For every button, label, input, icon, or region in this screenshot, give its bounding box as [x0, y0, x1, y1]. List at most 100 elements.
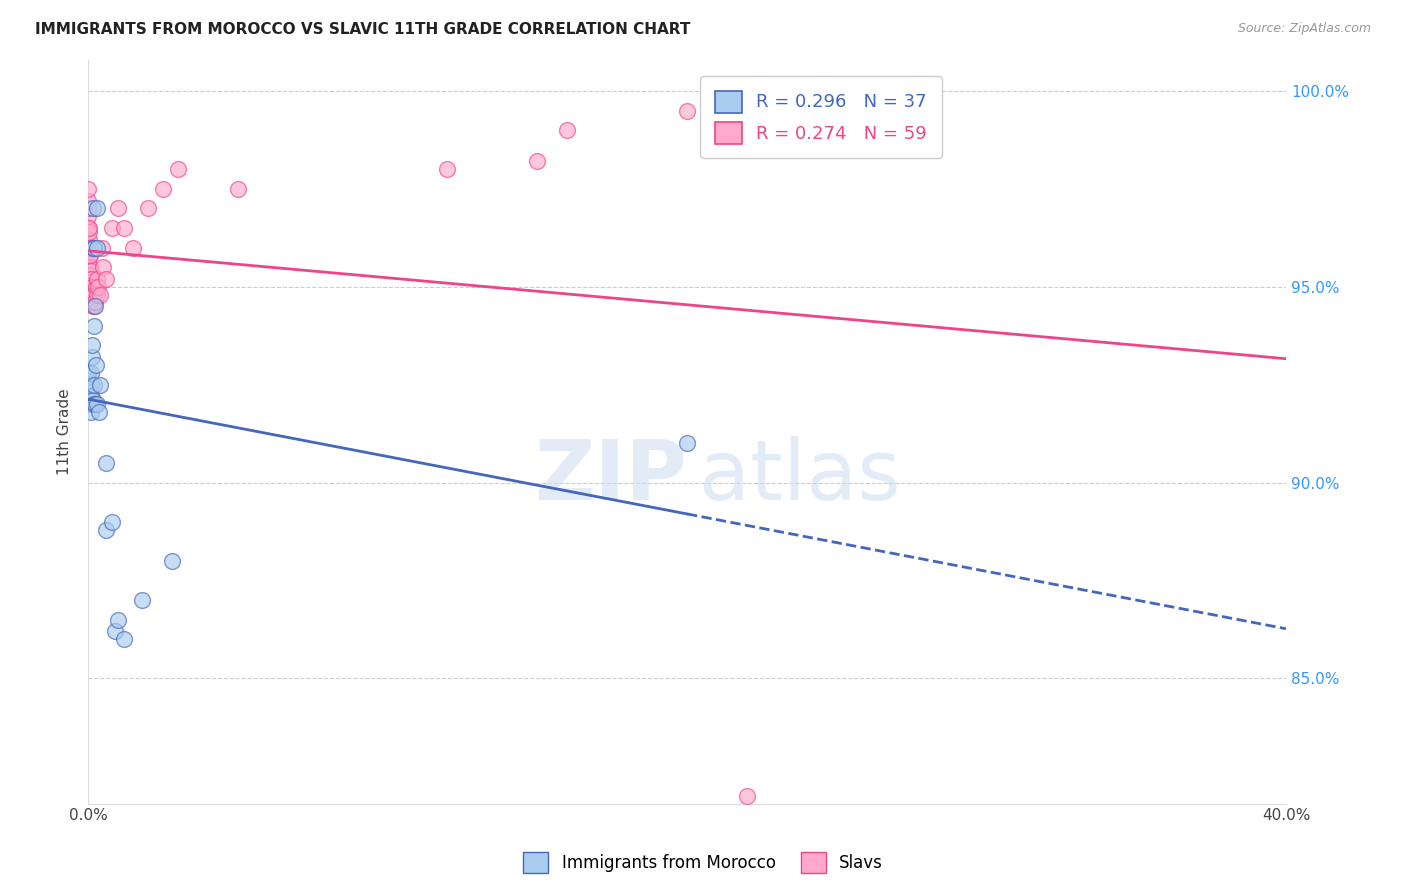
- Point: [86, 287, 108, 301]
- Point: [87, 405, 110, 419]
- Point: [77, 221, 100, 235]
- Point: [80, 279, 103, 293]
- Point: [83, 397, 105, 411]
- Point: [83, 377, 105, 392]
- Point: [82, 393, 104, 408]
- Point: [77, 389, 100, 403]
- Point: [86, 241, 108, 255]
- Point: [555, 123, 578, 137]
- Point: [79, 385, 101, 400]
- Legend: Immigrants from Morocco, Slavs: Immigrants from Morocco, Slavs: [516, 846, 890, 880]
- Point: [79, 287, 101, 301]
- Point: [82, 202, 104, 216]
- Text: IMMIGRANTS FROM MOROCCO VS SLAVIC 11TH GRADE CORRELATION CHART: IMMIGRANTS FROM MOROCCO VS SLAVIC 11TH G…: [35, 22, 690, 37]
- Point: [82, 299, 104, 313]
- Point: [676, 103, 699, 118]
- Point: [79, 397, 101, 411]
- Point: [436, 162, 458, 177]
- Point: [83, 287, 105, 301]
- Point: [86, 397, 108, 411]
- Point: [112, 221, 135, 235]
- Point: [82, 241, 104, 255]
- Point: [83, 318, 105, 333]
- Point: [77, 194, 100, 208]
- Point: [79, 268, 101, 282]
- Point: [131, 593, 153, 607]
- Text: atlas: atlas: [699, 436, 901, 516]
- Legend: R = 0.296   N = 37, R = 0.274   N = 59: R = 0.296 N = 37, R = 0.274 N = 59: [700, 76, 942, 158]
- Point: [136, 202, 159, 216]
- Point: [77, 221, 100, 235]
- Point: [676, 436, 699, 450]
- Point: [226, 182, 249, 196]
- Point: [77, 221, 100, 235]
- Point: [94, 456, 117, 470]
- Point: [77, 374, 100, 388]
- Point: [80, 287, 103, 301]
- Point: [83, 299, 105, 313]
- Point: [77, 241, 100, 255]
- Point: [735, 789, 758, 803]
- Point: [107, 613, 129, 627]
- Point: [94, 523, 117, 537]
- Point: [77, 221, 100, 235]
- Point: [79, 241, 101, 255]
- Point: [86, 272, 108, 286]
- Point: [80, 350, 103, 364]
- Point: [77, 366, 100, 380]
- Point: [83, 295, 105, 310]
- Point: [89, 287, 111, 301]
- Point: [87, 279, 110, 293]
- Point: [77, 248, 100, 262]
- Point: [90, 241, 112, 255]
- Point: [79, 264, 101, 278]
- Point: [104, 624, 127, 639]
- Point: [167, 162, 190, 177]
- Text: ZIP: ZIP: [534, 436, 688, 516]
- Point: [77, 241, 100, 255]
- Point: [526, 154, 548, 169]
- Point: [79, 248, 101, 262]
- Point: [160, 554, 183, 568]
- Point: [79, 272, 101, 286]
- Point: [80, 338, 103, 352]
- Point: [84, 358, 107, 372]
- Point: [82, 287, 104, 301]
- Point: [79, 260, 101, 274]
- Point: [94, 272, 117, 286]
- Point: [77, 182, 100, 196]
- Point: [80, 389, 103, 403]
- Point: [79, 377, 101, 392]
- Point: [80, 366, 103, 380]
- Point: [79, 279, 101, 293]
- Point: [77, 202, 100, 216]
- Point: [77, 225, 100, 239]
- Point: [112, 632, 135, 647]
- Point: [77, 233, 100, 247]
- Point: [83, 295, 105, 310]
- Point: [84, 279, 107, 293]
- Point: [77, 221, 100, 235]
- Point: [77, 209, 100, 223]
- Point: [80, 405, 103, 419]
- Y-axis label: 11th Grade: 11th Grade: [58, 388, 72, 475]
- Point: [101, 221, 124, 235]
- Point: [152, 182, 174, 196]
- Point: [77, 382, 100, 396]
- Point: [77, 221, 100, 235]
- Point: [79, 260, 101, 274]
- Point: [79, 279, 101, 293]
- Point: [80, 279, 103, 293]
- Point: [83, 241, 105, 255]
- Point: [77, 221, 100, 235]
- Point: [79, 248, 101, 262]
- Point: [83, 299, 105, 313]
- Point: [101, 515, 124, 529]
- Point: [79, 393, 101, 408]
- Point: [80, 272, 103, 286]
- Point: [107, 202, 129, 216]
- Text: Source: ZipAtlas.com: Source: ZipAtlas.com: [1237, 22, 1371, 36]
- Point: [77, 241, 100, 255]
- Point: [83, 397, 105, 411]
- Point: [86, 202, 108, 216]
